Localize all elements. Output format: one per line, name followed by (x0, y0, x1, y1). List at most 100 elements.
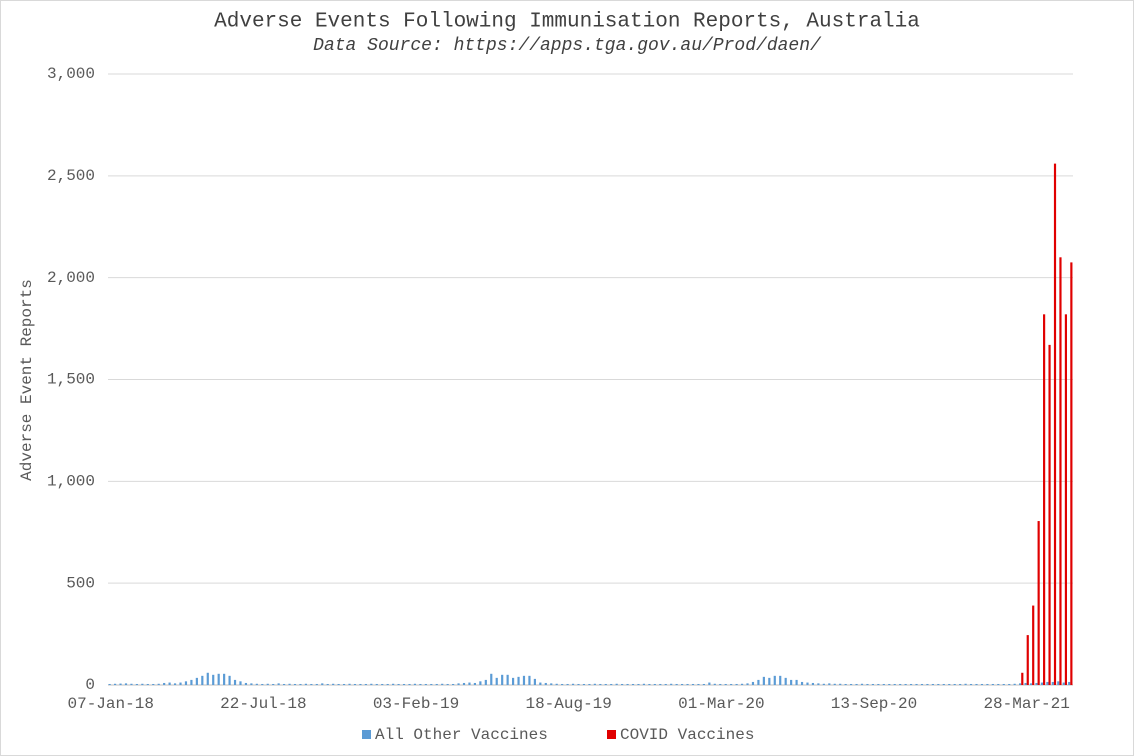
y-tick-label: 500 (66, 574, 95, 592)
bar (266, 683, 269, 685)
bar (773, 675, 776, 685)
y-tick-label: 2,500 (47, 167, 95, 185)
bar (757, 679, 760, 685)
bar (724, 683, 727, 685)
bar (931, 683, 934, 685)
bar (626, 683, 629, 685)
bar (871, 683, 875, 685)
x-tick-label: 03-Feb-19 (373, 695, 459, 713)
bar (168, 682, 171, 685)
bar (299, 683, 302, 685)
bar (909, 683, 913, 685)
legend-label: All Other Vaccines (375, 726, 548, 744)
bar (1070, 262, 1073, 685)
bar (604, 683, 607, 685)
bar (1068, 681, 1071, 685)
bar (942, 683, 945, 685)
bar (822, 683, 825, 685)
bar (991, 683, 994, 685)
bar (686, 683, 689, 685)
bar (800, 681, 804, 685)
bar (740, 683, 744, 685)
bar (342, 683, 346, 685)
bar (550, 683, 553, 685)
bar (157, 683, 160, 685)
bar (228, 675, 231, 685)
bar (511, 677, 515, 685)
bar (108, 683, 111, 685)
bar (386, 683, 389, 685)
bar (899, 683, 902, 685)
bar (457, 683, 460, 685)
bar (135, 683, 138, 685)
bar (1059, 257, 1062, 685)
bar (948, 683, 951, 685)
bar (806, 682, 809, 685)
bar (1064, 314, 1068, 685)
bar (397, 683, 400, 685)
bar (1013, 683, 1016, 685)
bar (746, 683, 749, 685)
bar (506, 674, 509, 685)
bar (1048, 344, 1051, 685)
bar (217, 673, 220, 685)
bar (146, 683, 149, 685)
legend-swatch (607, 730, 616, 739)
bar (332, 683, 335, 685)
bar (1051, 681, 1054, 685)
bar (310, 683, 313, 685)
bar (1046, 681, 1049, 685)
x-tick-label: 07-Jan-18 (68, 695, 154, 713)
bar (877, 683, 880, 685)
bar (522, 675, 526, 685)
bar (435, 683, 438, 685)
bar (233, 679, 237, 685)
y-axis-label: Adverse Event Reports (18, 279, 36, 481)
bar (708, 682, 711, 685)
bar (980, 683, 984, 685)
bar (915, 683, 918, 685)
bar (277, 683, 280, 685)
bar (244, 682, 248, 685)
bar (555, 683, 558, 685)
bar (975, 683, 978, 685)
bar (326, 683, 329, 685)
bar (719, 683, 722, 685)
bar (179, 682, 182, 685)
bar (446, 683, 449, 685)
bar (539, 682, 542, 685)
bar (844, 683, 847, 685)
bar (593, 683, 596, 685)
chart-title: Adverse Events Following Immunisation Re… (214, 11, 920, 34)
bar (751, 681, 755, 685)
bar (261, 683, 264, 685)
bar (702, 683, 705, 685)
bar (817, 683, 820, 685)
bar (190, 679, 193, 685)
bar (473, 682, 477, 685)
bar (293, 683, 297, 685)
bar (402, 683, 406, 685)
bar (408, 683, 411, 685)
bar (735, 683, 738, 685)
bar (577, 683, 580, 685)
bar (315, 683, 318, 685)
bar (533, 678, 536, 685)
bar (681, 683, 684, 685)
bar (986, 683, 989, 685)
bar (768, 677, 771, 685)
x-tick-label: 28-Mar-21 (983, 695, 1069, 713)
bar (730, 683, 733, 685)
bar (201, 675, 204, 685)
bar (828, 683, 831, 685)
bar (691, 683, 695, 685)
bar (953, 683, 956, 685)
bar (779, 675, 782, 685)
bar (588, 683, 591, 685)
bar (359, 683, 362, 685)
y-tick-label: 1,500 (47, 371, 95, 389)
bar (452, 683, 455, 685)
bar (424, 683, 427, 685)
